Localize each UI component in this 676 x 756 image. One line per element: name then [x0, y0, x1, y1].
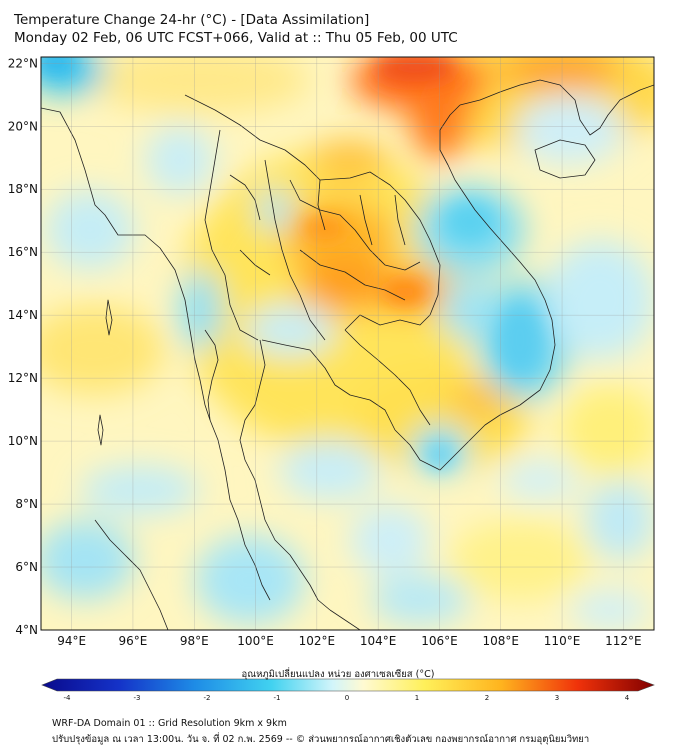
coastline-borders [41, 79, 654, 630]
longitude-labels: 94°E 96°E 98°E 100°E 102°E 104°E 106°E 108°E 110… [57, 634, 641, 648]
latitude-label: 22°N [8, 56, 38, 70]
colorbar-tick-label: 0 [345, 694, 349, 702]
latitude-label: 20°N [8, 119, 38, 133]
latitude-label: 12°N [8, 371, 38, 385]
footer-credit: ปรับปรุงข้อมูล ณ เวลา 13:00น. วัน จ. ที่… [52, 734, 590, 745]
map-frame [40, 56, 655, 631]
longitude-label: 106°E [421, 634, 458, 648]
latitude-label: 14°N [8, 308, 38, 322]
latitude-label: 8°N [15, 497, 38, 511]
colorbar-tick-label: 2 [485, 694, 489, 702]
map-title: Temperature Change 24-hr (°C) - [Data As… [14, 12, 370, 28]
footer-model-info: WRF-DA Domain 01 :: Grid Resolution 9km … [52, 718, 287, 729]
colorbar-tick-label: 3 [555, 694, 559, 702]
longitude-label: 102°E [299, 634, 336, 648]
longitude-label: 100°E [237, 634, 274, 648]
colorbar-tick-label: -3 [134, 694, 141, 702]
longitude-label: 112°E [605, 634, 642, 648]
latitude-label: 6°N [15, 560, 38, 574]
colorbar-label: อุณหภูมิเปลี่ยนแปลง หน่วย องศาเซลเซียส (… [241, 669, 435, 680]
map-subtitle: Monday 02 Feb, 06 UTC FCST+066, Valid at… [14, 30, 458, 46]
colorbar: -4 -3 -2 -1 0 1 2 3 4 [41, 678, 655, 702]
longitude-label: 104°E [360, 634, 397, 648]
latitude-label: 18°N [8, 182, 38, 196]
latitude-label: 16°N [8, 245, 38, 259]
colorbar-tick-label: 4 [625, 694, 630, 702]
colorbar-tick-label: -2 [204, 694, 211, 702]
latitude-label: 10°N [8, 434, 38, 448]
colorbar-tick-label: -1 [274, 694, 281, 702]
longitude-label: 108°E [483, 634, 520, 648]
longitude-label: 110°E [544, 634, 581, 648]
longitude-label: 98°E [180, 634, 209, 648]
longitude-label: 94°E [57, 634, 86, 648]
latitude-labels: 22°N 20°N 18°N 16°N 14°N 12°N 10°N 8°N 6°N 4°N [8, 56, 38, 637]
colorbar-tick-label: -4 [64, 694, 72, 702]
colorbar-tick-label: 1 [415, 694, 419, 702]
graticule [41, 57, 654, 630]
longitude-label: 96°E [119, 634, 148, 648]
latitude-label: 4°N [15, 623, 38, 637]
map-field [41, 57, 654, 630]
